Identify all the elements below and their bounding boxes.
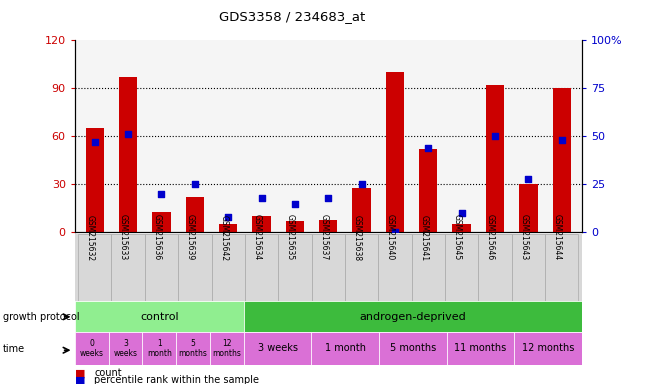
Bar [186, 197, 204, 232]
Bar [319, 220, 337, 232]
Text: GSM215644: GSM215644 [552, 215, 562, 261]
Point [123, 131, 133, 137]
Text: count: count [94, 368, 122, 378]
Bar [75, 301, 244, 332]
Text: 3 weeks: 3 weeks [257, 343, 298, 354]
Text: 5 months: 5 months [389, 343, 436, 354]
Text: GSM215635: GSM215635 [286, 215, 295, 261]
Text: GSM215640: GSM215640 [386, 215, 395, 261]
Bar [210, 332, 244, 365]
Text: ■: ■ [75, 368, 85, 378]
Text: GSM215636: GSM215636 [153, 215, 161, 261]
Text: GSM215638: GSM215638 [352, 215, 361, 261]
Bar [86, 128, 104, 232]
Bar [75, 332, 109, 365]
Bar [378, 234, 411, 301]
Text: GDS3358 / 234683_at: GDS3358 / 234683_at [220, 10, 365, 23]
Text: GSM215637: GSM215637 [319, 215, 328, 261]
Text: control: control [140, 312, 179, 322]
Text: GSM215645: GSM215645 [452, 215, 462, 261]
Text: GSM215634: GSM215634 [253, 215, 261, 261]
Text: percentile rank within the sample: percentile rank within the sample [94, 375, 259, 384]
Bar [119, 77, 137, 232]
Bar [286, 221, 304, 232]
Text: androgen-deprived: androgen-deprived [359, 312, 466, 322]
Text: ■: ■ [75, 375, 85, 384]
Text: GSM215641: GSM215641 [419, 215, 428, 261]
Bar [245, 234, 278, 301]
Point [456, 210, 467, 216]
Text: GSM215646: GSM215646 [486, 215, 495, 261]
Point [290, 200, 300, 207]
Bar [244, 332, 311, 365]
Text: GSM215643: GSM215643 [519, 215, 528, 261]
Text: GSM215633: GSM215633 [119, 215, 128, 261]
Text: 0
weeks: 0 weeks [80, 339, 103, 358]
Text: growth protocol: growth protocol [3, 312, 80, 322]
Text: 11 months: 11 months [454, 343, 506, 354]
Bar [352, 187, 370, 232]
Bar [447, 332, 514, 365]
Text: time: time [3, 344, 25, 354]
Bar [478, 234, 512, 301]
Text: GSM215642: GSM215642 [219, 215, 228, 261]
Point [356, 181, 367, 187]
Bar [219, 224, 237, 232]
Bar [452, 224, 471, 232]
Bar [345, 234, 378, 301]
Bar [486, 85, 504, 232]
Text: 1 month: 1 month [324, 343, 366, 354]
Bar [278, 234, 311, 301]
Bar [445, 234, 478, 301]
Text: GSM215639: GSM215639 [186, 215, 195, 261]
Text: 5
months: 5 months [179, 339, 207, 358]
Point [490, 133, 501, 139]
Text: 1
month: 1 month [147, 339, 172, 358]
Bar [244, 301, 582, 332]
Bar [211, 234, 245, 301]
Bar [145, 234, 178, 301]
Bar [176, 332, 210, 365]
Bar [142, 332, 176, 365]
Point [323, 195, 333, 201]
Point [156, 191, 166, 197]
Bar [109, 332, 142, 365]
Bar [386, 72, 404, 232]
Bar [178, 234, 211, 301]
Point [423, 145, 434, 151]
Text: GSM215632: GSM215632 [86, 215, 95, 261]
Point [556, 137, 567, 143]
Bar [379, 332, 447, 365]
Point [90, 139, 100, 145]
Text: 12 months: 12 months [522, 343, 574, 354]
Bar [545, 234, 578, 301]
Point [523, 175, 534, 182]
Bar [311, 234, 345, 301]
Bar [514, 332, 582, 365]
Point [390, 229, 400, 235]
Bar [419, 149, 437, 232]
Bar [411, 234, 445, 301]
Point [223, 214, 233, 220]
Bar [512, 234, 545, 301]
Bar [252, 216, 270, 232]
Bar [78, 234, 111, 301]
Bar [111, 234, 145, 301]
Bar [519, 184, 538, 232]
Text: 3
weeks: 3 weeks [114, 339, 137, 358]
Point [190, 181, 200, 187]
Bar [552, 88, 571, 232]
Bar [311, 332, 379, 365]
Point [256, 195, 266, 201]
Text: 12
months: 12 months [213, 339, 241, 358]
Bar [152, 212, 171, 232]
